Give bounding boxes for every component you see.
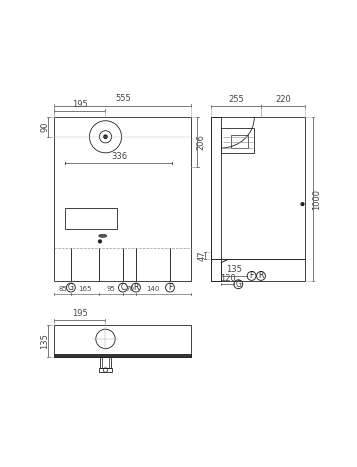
Text: G: G [68,283,74,292]
Bar [211,117,221,282]
Text: F: F [250,271,254,281]
Text: 85: 85 [58,286,67,292]
Text: R: R [133,283,139,292]
Text: F: F [168,283,172,292]
Text: 165: 165 [79,286,92,292]
Text: 135: 135 [226,265,242,274]
Text: 206: 206 [196,134,205,150]
Text: 195: 195 [72,99,88,108]
Bar [54,354,191,357]
Text: 255: 255 [228,95,244,104]
Circle shape [104,135,107,138]
Ellipse shape [99,234,107,237]
Text: 70: 70 [125,286,134,292]
Bar [54,117,191,282]
Text: C: C [120,283,126,292]
Bar [221,128,254,153]
Text: R: R [258,271,264,281]
Text: 220: 220 [275,95,291,104]
Text: 95: 95 [107,286,116,292]
Bar [231,135,248,148]
Bar [102,357,109,368]
Bar [211,117,305,282]
Bar [54,325,191,357]
Text: G: G [235,280,241,289]
Text: 47: 47 [197,250,206,261]
Circle shape [99,240,101,243]
Text: 140: 140 [146,286,160,292]
Text: 555: 555 [115,94,131,103]
Circle shape [301,203,304,205]
Bar [100,357,111,368]
Text: 1000: 1000 [312,189,321,210]
Text: 336: 336 [111,152,127,161]
Text: 120: 120 [220,274,235,283]
Text: 90: 90 [41,121,50,132]
Bar [65,208,117,229]
Bar [99,368,112,372]
Text: 135: 135 [40,333,49,349]
Text: 195: 195 [72,309,88,318]
